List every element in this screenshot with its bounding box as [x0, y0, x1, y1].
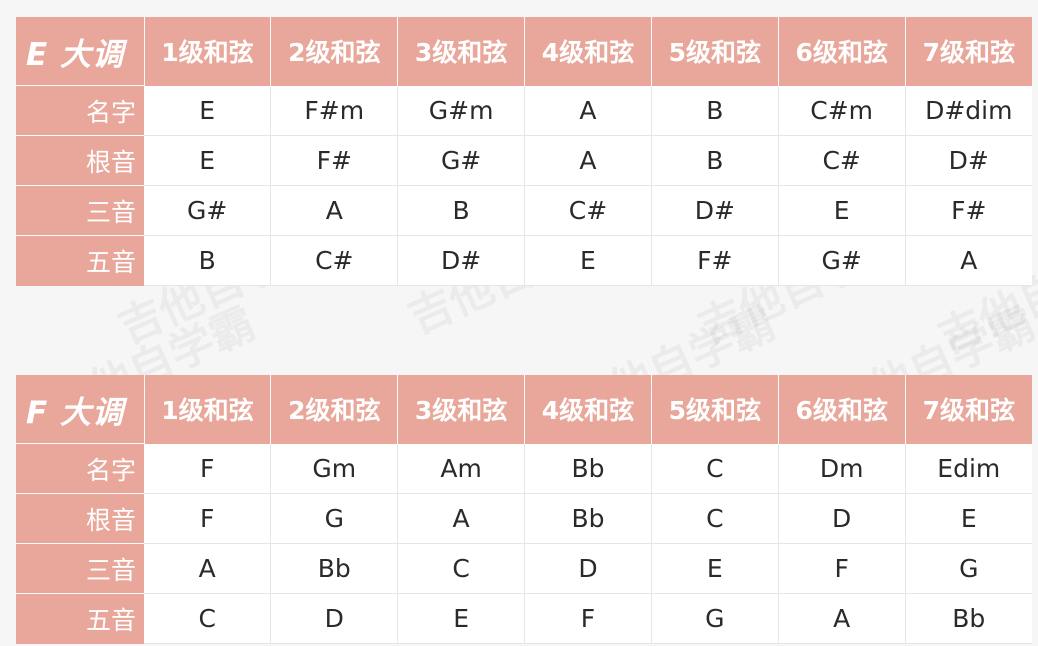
table-cell: F#	[270, 135, 399, 186]
column-header: 6级和弦	[778, 17, 906, 86]
table-cell: A	[778, 593, 906, 644]
column-header: 7级和弦	[905, 375, 1032, 444]
table-cell: Bb	[270, 543, 399, 594]
table-header-row: F 大调 1级和弦 2级和弦 3级和弦 4级和弦 5级和弦 6级和弦 7级和弦	[16, 375, 1032, 444]
table-cell: Am	[397, 443, 526, 494]
table-cell: E	[397, 593, 526, 644]
table-row-name: 名字 F Gm Am Bb C Dm Edim	[16, 443, 1032, 494]
table-cell: G#	[144, 185, 272, 236]
row-label: 五音	[16, 235, 144, 286]
column-header: 1级和弦	[144, 17, 272, 86]
table-cell: F	[144, 443, 272, 494]
table-cell: A	[270, 185, 399, 236]
table-cell: D	[270, 593, 399, 644]
table-cell: G#	[778, 235, 906, 286]
column-header: 3级和弦	[397, 375, 526, 444]
table-cell: C#	[270, 235, 399, 286]
table-cell: A	[905, 235, 1032, 286]
table-cell: E	[524, 235, 652, 286]
table-cell: G	[651, 593, 779, 644]
table-cell: A	[144, 543, 272, 594]
row-label: 根音	[16, 493, 144, 544]
e-major-chord-table: E 大调 1级和弦 2级和弦 3级和弦 4级和弦 5级和弦 6级和弦 7级和弦 …	[16, 17, 1032, 286]
row-label: 名字	[16, 443, 144, 494]
table-cell: G	[905, 543, 1032, 594]
table-cell: A	[524, 135, 652, 186]
table-cell: Bb	[905, 593, 1032, 644]
table-cell: F	[778, 543, 906, 594]
column-header: 5级和弦	[651, 17, 779, 86]
table-cell: F	[144, 493, 272, 544]
column-header: 2级和弦	[270, 17, 399, 86]
table-row-root: 根音 F G A Bb C D E	[16, 493, 1032, 544]
table-cell: B	[397, 185, 526, 236]
table-cell: B	[651, 135, 779, 186]
table-cell: C#	[524, 185, 652, 236]
table-cell: B	[651, 85, 779, 136]
f-major-chord-table: F 大调 1级和弦 2级和弦 3级和弦 4级和弦 5级和弦 6级和弦 7级和弦 …	[16, 375, 1032, 644]
table-cell: D#	[651, 185, 779, 236]
table-cell: D	[778, 493, 906, 544]
table-cell: E	[651, 543, 779, 594]
table-cell: A	[397, 493, 526, 544]
column-header: 5级和弦	[651, 375, 779, 444]
table-cell: G	[270, 493, 399, 544]
table-row-third: 三音 G# A B C# D# E F#	[16, 185, 1032, 236]
table-row-fifth: 五音 C D E F G A Bb	[16, 593, 1032, 644]
table-cell: D#	[397, 235, 526, 286]
table-row-name: 名字 E F#m G#m A B C#m D#dim	[16, 85, 1032, 136]
table-row-fifth: 五音 B C# D# E F# G# A	[16, 235, 1032, 286]
table-cell: C	[397, 543, 526, 594]
table-cell: B	[144, 235, 272, 286]
column-header: 6级和弦	[778, 375, 906, 444]
table-cell: D	[524, 543, 652, 594]
table-cell: G#	[397, 135, 526, 186]
table-cell: A	[524, 85, 652, 136]
column-header: 4级和弦	[524, 17, 652, 86]
table-cell: F#m	[270, 85, 399, 136]
table-cell: E	[778, 185, 906, 236]
table-cell: E	[144, 135, 272, 186]
table-cell: Gm	[270, 443, 399, 494]
table-cell: F#	[905, 185, 1032, 236]
table-cell: D#dim	[905, 85, 1032, 136]
row-label: 三音	[16, 543, 144, 594]
row-label: 根音	[16, 135, 144, 186]
table-cell: C	[651, 493, 779, 544]
table-cell: Bb	[524, 443, 652, 494]
table-header-row: E 大调 1级和弦 2级和弦 3级和弦 4级和弦 5级和弦 6级和弦 7级和弦	[16, 17, 1032, 86]
table-cell: Dm	[778, 443, 906, 494]
table-cell: Edim	[905, 443, 1032, 494]
table-cell: G#m	[397, 85, 526, 136]
row-label: 五音	[16, 593, 144, 644]
table-cell: E	[144, 85, 272, 136]
table-row-third: 三音 A Bb C D E F G	[16, 543, 1032, 594]
key-title: F 大调	[16, 375, 145, 444]
table-cell: Bb	[524, 493, 652, 544]
table-cell: C#m	[778, 85, 906, 136]
table-cell: C	[651, 443, 779, 494]
column-header: 7级和弦	[905, 17, 1032, 86]
table-cell: F#	[651, 235, 779, 286]
row-label: 三音	[16, 185, 144, 236]
row-label: 名字	[16, 85, 144, 136]
table-cell: C	[144, 593, 272, 644]
table-cell: D#	[905, 135, 1032, 186]
column-header: 3级和弦	[397, 17, 526, 86]
table-cell: C#	[778, 135, 906, 186]
column-header: 4级和弦	[524, 375, 652, 444]
column-header: 1级和弦	[144, 375, 272, 444]
table-cell: F	[524, 593, 652, 644]
key-title: E 大调	[16, 17, 145, 86]
column-header: 2级和弦	[270, 375, 399, 444]
table-cell: E	[905, 493, 1032, 544]
table-row-root: 根音 E F# G# A B C# D#	[16, 135, 1032, 186]
